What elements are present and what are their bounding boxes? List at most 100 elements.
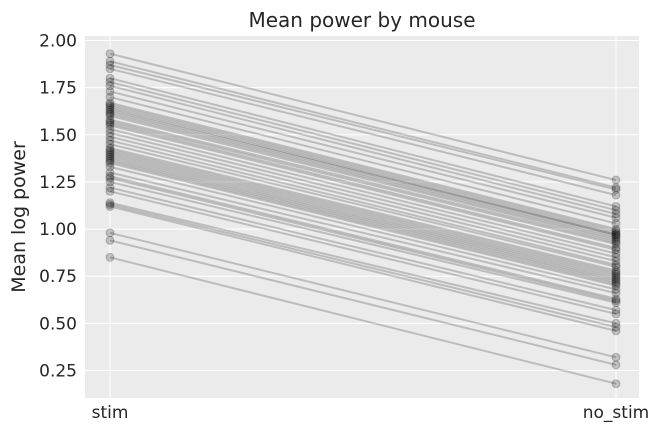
y-tick-label: 2.00	[39, 32, 77, 52]
mouse-point	[611, 209, 621, 219]
mouse-line	[109, 52, 617, 182]
mouse-line	[109, 64, 617, 191]
mouse-line	[109, 105, 617, 234]
mouse-line	[109, 124, 617, 251]
mouse-point	[105, 49, 115, 59]
mouse-point	[105, 228, 115, 238]
mouse-line	[109, 60, 617, 189]
mouse-line	[109, 113, 617, 240]
mouse-line	[109, 90, 617, 219]
series-points	[105, 49, 621, 389]
y-tick-label: 1.25	[39, 173, 77, 193]
mouse-point	[611, 267, 621, 277]
x-tick-label-stim: stim	[92, 403, 129, 423]
mouse-point	[105, 105, 115, 115]
mouse-line	[109, 128, 617, 255]
mouse-point	[105, 171, 115, 181]
mouse-point	[611, 184, 621, 194]
mouse-point	[611, 288, 621, 298]
mouse-line	[109, 177, 617, 302]
mouse-line	[109, 103, 617, 232]
mouse-point	[611, 273, 621, 283]
mouse-point	[105, 98, 115, 108]
mouse-point	[105, 92, 115, 102]
mouse-line	[109, 156, 617, 281]
mouse-point	[611, 239, 621, 249]
mouse-point	[105, 100, 115, 110]
mouse-point	[611, 232, 621, 242]
mouse-point	[611, 298, 621, 308]
mouse-point	[105, 86, 115, 96]
mouse-point	[105, 198, 115, 208]
mouse-point	[611, 234, 621, 243]
mouse-point	[611, 224, 621, 234]
mouse-point	[105, 162, 115, 172]
mouse-point	[611, 277, 621, 287]
mouse-line	[109, 84, 617, 215]
mouse-line	[109, 67, 617, 197]
mouse-point	[105, 128, 115, 138]
mouse-point	[105, 109, 115, 119]
y-tick-label: 1.50	[39, 126, 77, 146]
mouse-line	[109, 131, 617, 259]
mouse-line	[109, 239, 617, 366]
mouse-line	[109, 96, 617, 225]
y-tick-labels: 0.25 0.50 0.75 1.00 1.25 1.50 1.75 2.00	[39, 32, 77, 382]
mouse-point	[105, 154, 115, 164]
mouse-point	[105, 102, 115, 111]
mouse-point	[611, 262, 621, 272]
y-tick-label: 0.50	[39, 314, 77, 334]
mouse-point	[611, 249, 621, 259]
mouse-point	[105, 200, 115, 210]
mouse-line	[109, 152, 617, 278]
y-axis-label: Mean log power	[8, 141, 30, 293]
mouse-point	[611, 230, 621, 240]
mouse-point	[105, 168, 115, 177]
mouse-point	[105, 139, 115, 149]
mouse-line	[109, 111, 617, 238]
mouse-point	[611, 245, 621, 255]
mouse-line	[109, 205, 617, 332]
mouse-point	[611, 213, 621, 223]
grid	[85, 36, 639, 398]
mouse-point	[611, 235, 621, 245]
mouse-point	[105, 115, 115, 125]
mouse-point	[611, 201, 621, 211]
mouse-point	[105, 252, 115, 262]
mouse-line	[109, 190, 617, 315]
series-lines	[109, 52, 617, 385]
mouse-point	[611, 294, 621, 304]
mouse-point	[105, 147, 115, 157]
mouse-line	[109, 139, 617, 266]
mouse-point	[105, 183, 115, 193]
mouse-point	[611, 284, 621, 294]
mouse-point	[611, 243, 621, 253]
x-tick-labels: stim no_stim	[92, 403, 650, 423]
mouse-point	[105, 132, 115, 142]
mouse-line	[109, 143, 617, 268]
mouse-point	[611, 175, 621, 185]
mouse-line	[109, 150, 617, 276]
mouse-point	[611, 252, 621, 262]
mouse-point	[611, 379, 621, 389]
mouse-point	[105, 73, 115, 83]
mouse-point	[105, 111, 115, 121]
y-tick-label: 0.25	[39, 362, 77, 382]
mouse-line	[109, 180, 617, 304]
mouse-line	[109, 154, 617, 280]
mouse-point	[105, 118, 115, 128]
mouse-point	[611, 271, 621, 281]
mouse-line	[109, 186, 617, 312]
mouse-point	[611, 352, 621, 362]
mouse-line	[109, 101, 617, 231]
mouse-point	[105, 235, 115, 245]
mouse-point	[105, 177, 115, 187]
mouse-point	[611, 275, 621, 285]
mouse-point	[105, 186, 115, 196]
mouse-point	[105, 151, 115, 161]
mouse-point	[611, 266, 621, 276]
mouse-line	[109, 148, 617, 274]
mouse-line	[109, 231, 617, 359]
mouse-point	[105, 103, 115, 113]
